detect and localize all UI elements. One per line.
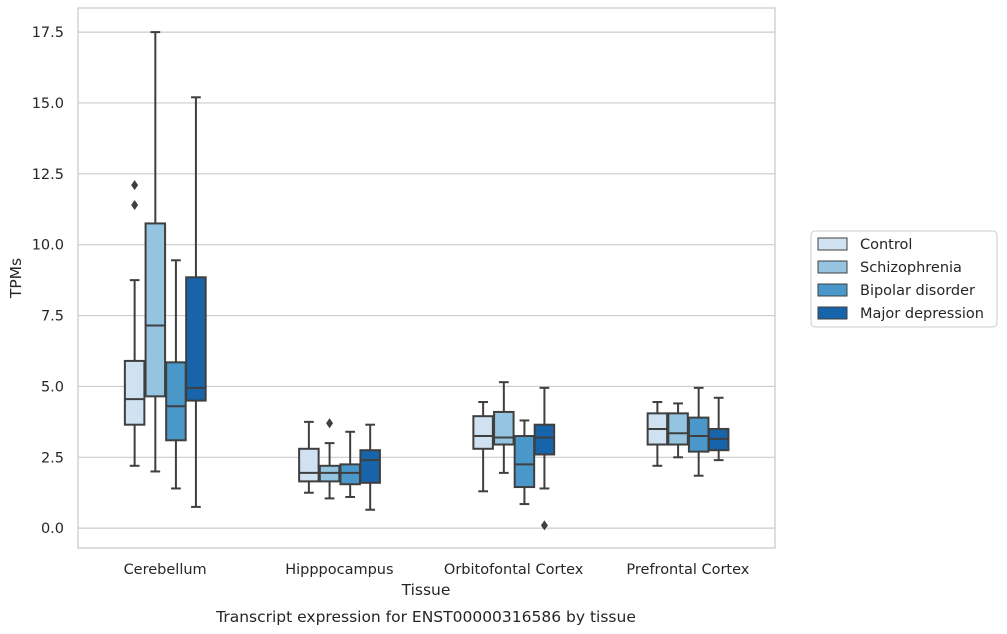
y-tick-label: 12.5	[32, 167, 64, 183]
y-tick-label: 5.0	[41, 379, 64, 395]
y-tick-label: 2.5	[41, 450, 64, 466]
box-iqr	[472, 415, 494, 450]
series-schizophrenia	[144, 31, 689, 500]
outlier-point	[326, 418, 334, 429]
box-iqr	[533, 423, 556, 456]
box-element	[165, 259, 187, 490]
box-element	[359, 423, 381, 511]
legend-swatch	[817, 306, 848, 320]
box-iqr	[185, 276, 207, 402]
box-iqr	[123, 359, 146, 426]
box-element	[144, 31, 167, 473]
box-element	[339, 430, 361, 498]
box-element	[493, 381, 515, 474]
legend-swatch	[817, 237, 848, 251]
y-tick-label: 0.0	[41, 521, 64, 537]
outlier-point	[540, 520, 548, 531]
series-bipolar-disorder	[165, 259, 710, 506]
legend-items: Control Schizophrenia Bipolar disorder Majo…	[817, 237, 984, 322]
box-iqr	[298, 447, 320, 483]
legend-label: Schizophrenia	[860, 260, 962, 276]
box-element	[472, 401, 494, 493]
y-axis-ticks: 0.0 2.5 5.0 7.5 10.0 12.5 15.0 17.5	[32, 25, 64, 537]
box-iqr	[144, 222, 167, 398]
box-element	[533, 386, 556, 531]
box-element	[185, 96, 207, 508]
box-iqr	[339, 463, 361, 486]
box-element	[667, 402, 689, 459]
legend-item: Major depression	[817, 306, 984, 322]
y-tick-label: 10.0	[32, 238, 64, 254]
outlier-point	[131, 200, 139, 211]
y-tick-label: 15.0	[32, 96, 64, 112]
x-axis-label: Tissue	[401, 581, 451, 599]
y-tick-label: 7.5	[41, 309, 64, 325]
x-axis-ticks: Cerebellum Hipppocampus Orbitofontal Corte…	[124, 562, 750, 578]
legend-label: Bipolar disorder	[860, 283, 975, 299]
y-axis-label: TPMs	[7, 258, 25, 299]
x-tick-label: Cerebellum	[124, 562, 207, 578]
box-iqr	[359, 449, 381, 484]
box-element	[646, 401, 669, 467]
box-iqr	[165, 361, 187, 442]
box-series-layer	[123, 31, 730, 531]
box-element	[123, 180, 146, 467]
legend-frame	[810, 230, 998, 328]
legend-item: Bipolar disorder	[817, 283, 975, 299]
legend-label: Control	[860, 237, 912, 253]
outlier-point	[131, 180, 139, 191]
x-tick-label: Prefrontal Cortex	[626, 562, 749, 578]
x-tick-label: Hipppocampus	[285, 562, 393, 578]
legend-item: Control	[817, 237, 912, 253]
y-tick-label: 17.5	[32, 25, 64, 41]
legend-swatch	[817, 283, 848, 297]
box-iqr	[687, 416, 710, 453]
chart-caption: Transcript expression for ENST0000031658…	[215, 608, 636, 626]
box-iqr	[667, 412, 689, 446]
box-element	[318, 418, 341, 500]
box-element	[298, 420, 320, 494]
series-control	[123, 180, 669, 494]
box-iqr	[493, 410, 515, 446]
box-element	[687, 386, 710, 477]
legend: Control Schizophrenia Bipolar disorder Majo…	[810, 230, 998, 328]
legend-item: Schizophrenia	[817, 260, 962, 276]
gridlines	[78, 31, 775, 529]
series-major-depression	[185, 96, 730, 531]
box-element	[513, 419, 536, 506]
box-element	[707, 396, 730, 462]
plot-area-frame	[77, 7, 776, 549]
x-tick-label: Orbitofontal Cortex	[444, 562, 584, 578]
legend-swatch	[817, 260, 848, 274]
box-iqr	[513, 435, 536, 489]
legend-label: Major depression	[860, 306, 984, 322]
